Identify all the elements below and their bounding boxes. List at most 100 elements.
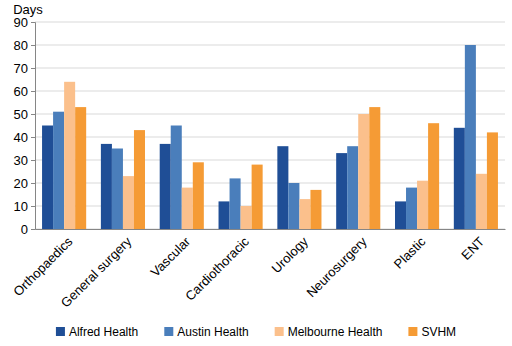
y-tick-mark — [31, 206, 35, 207]
y-tick: 30 — [14, 153, 35, 168]
x-axis-line — [36, 229, 506, 230]
legend-swatch — [164, 327, 173, 336]
legend-item: Melbourne Health — [275, 325, 383, 339]
x-tick: Urology — [269, 229, 312, 276]
x-tick-label: General surgery — [58, 234, 135, 311]
bar — [53, 112, 64, 229]
y-tick-mark — [31, 91, 35, 92]
y-axis-line — [31, 23, 36, 230]
grid-line — [35, 68, 505, 69]
y-tick-label: 20 — [14, 176, 28, 191]
legend-label: SVHM — [421, 325, 456, 339]
bar — [347, 146, 358, 229]
legend-item: Alfred Health — [56, 325, 138, 339]
y-tick-mark — [31, 68, 35, 69]
bar — [487, 132, 498, 229]
y-tick-label: 70 — [14, 61, 28, 76]
y-tick: 10 — [14, 199, 35, 214]
y-tick: 70 — [14, 61, 35, 76]
x-tick-label: ENT — [458, 234, 487, 263]
bar — [219, 201, 230, 229]
bar — [134, 130, 145, 229]
bar — [160, 144, 171, 229]
bar — [101, 144, 112, 229]
y-tick-mark — [31, 114, 35, 115]
x-tick: Orthopaedics — [10, 229, 76, 299]
y-tick-mark — [31, 160, 35, 161]
x-tick: Plastic — [391, 229, 429, 272]
bar — [75, 107, 86, 229]
grid-line — [35, 22, 505, 23]
y-tick: 0 — [21, 222, 35, 237]
y-tick-label: 10 — [14, 199, 28, 214]
y-tick-mark — [31, 137, 35, 138]
legend-label: Alfred Health — [69, 325, 138, 339]
y-tick-mark — [31, 22, 35, 23]
bar — [277, 146, 288, 229]
x-axis: OrthopaedicsGeneral surgery VascularCardi… — [10, 229, 505, 310]
y-tick-label: 0 — [21, 222, 28, 237]
legend-swatch — [56, 327, 65, 336]
bar — [112, 149, 123, 230]
y-tick: 20 — [14, 176, 35, 191]
bar — [171, 126, 182, 230]
bar — [230, 178, 241, 229]
legend-swatch — [408, 327, 417, 336]
bar — [476, 174, 487, 229]
bars — [42, 45, 498, 229]
legend-swatch — [275, 327, 284, 336]
legend: Alfred Health Austin Health Melbourne Heal… — [56, 325, 456, 339]
y-tick-label: 80 — [14, 38, 28, 53]
y-axis-title: Days — [13, 2, 43, 17]
y-tick-label: 40 — [14, 130, 28, 145]
bar — [64, 82, 75, 229]
legend-item: Austin Health — [164, 325, 248, 339]
y-tick: 60 — [14, 84, 35, 99]
bar — [417, 181, 428, 229]
bar — [288, 183, 299, 229]
grid-line — [35, 91, 505, 92]
y-tick: 40 — [14, 130, 35, 145]
bar — [42, 126, 53, 230]
bar — [252, 165, 263, 229]
y-tick: 80 — [14, 38, 35, 53]
y-tick-mark — [31, 45, 35, 46]
bar — [358, 114, 369, 229]
bar — [395, 201, 406, 229]
legend-label: Melbourne Health — [288, 325, 383, 339]
bar — [182, 188, 193, 229]
grid-line — [35, 45, 505, 46]
plot-area: 0102030405060708090OrthopaedicsGeneral s… — [10, 15, 505, 311]
y-tick-label: 60 — [14, 84, 28, 99]
bar — [454, 128, 465, 229]
y-axis: 0102030405060708090 — [14, 15, 36, 237]
y-tick: 50 — [14, 107, 35, 122]
legend-item: SVHM — [408, 325, 456, 339]
legend-label: Austin Health — [177, 325, 248, 339]
grid — [35, 22, 505, 229]
grid-line — [35, 114, 505, 115]
x-tick: Neurosurgery — [303, 229, 370, 300]
bar — [406, 188, 417, 229]
bar — [336, 153, 347, 229]
bar — [465, 45, 476, 229]
chart: 0102030405060708090OrthopaedicsGeneral s… — [0, 0, 512, 346]
x-tick: ENT — [458, 229, 487, 263]
bar — [310, 190, 321, 229]
x-tick: Vascular — [148, 229, 194, 280]
x-tick-label: Vascular — [148, 233, 194, 279]
x-tick-label: Neurosurgery — [303, 234, 370, 301]
y-tick-label: 50 — [14, 107, 28, 122]
y-tick-mark — [31, 229, 35, 230]
x-tick: General surgery — [58, 229, 135, 310]
x-tick-label: Plastic — [391, 234, 429, 272]
y-tick-mark — [31, 183, 35, 184]
x-tick: Cardiothoracic — [182, 229, 252, 304]
bar — [369, 107, 380, 229]
x-tick-label: Orthopaedics — [10, 234, 76, 300]
bar — [193, 162, 204, 229]
bar — [299, 199, 310, 229]
bar — [123, 176, 134, 229]
x-tick-label: Urology — [269, 234, 312, 277]
y-tick-label: 30 — [14, 153, 28, 168]
